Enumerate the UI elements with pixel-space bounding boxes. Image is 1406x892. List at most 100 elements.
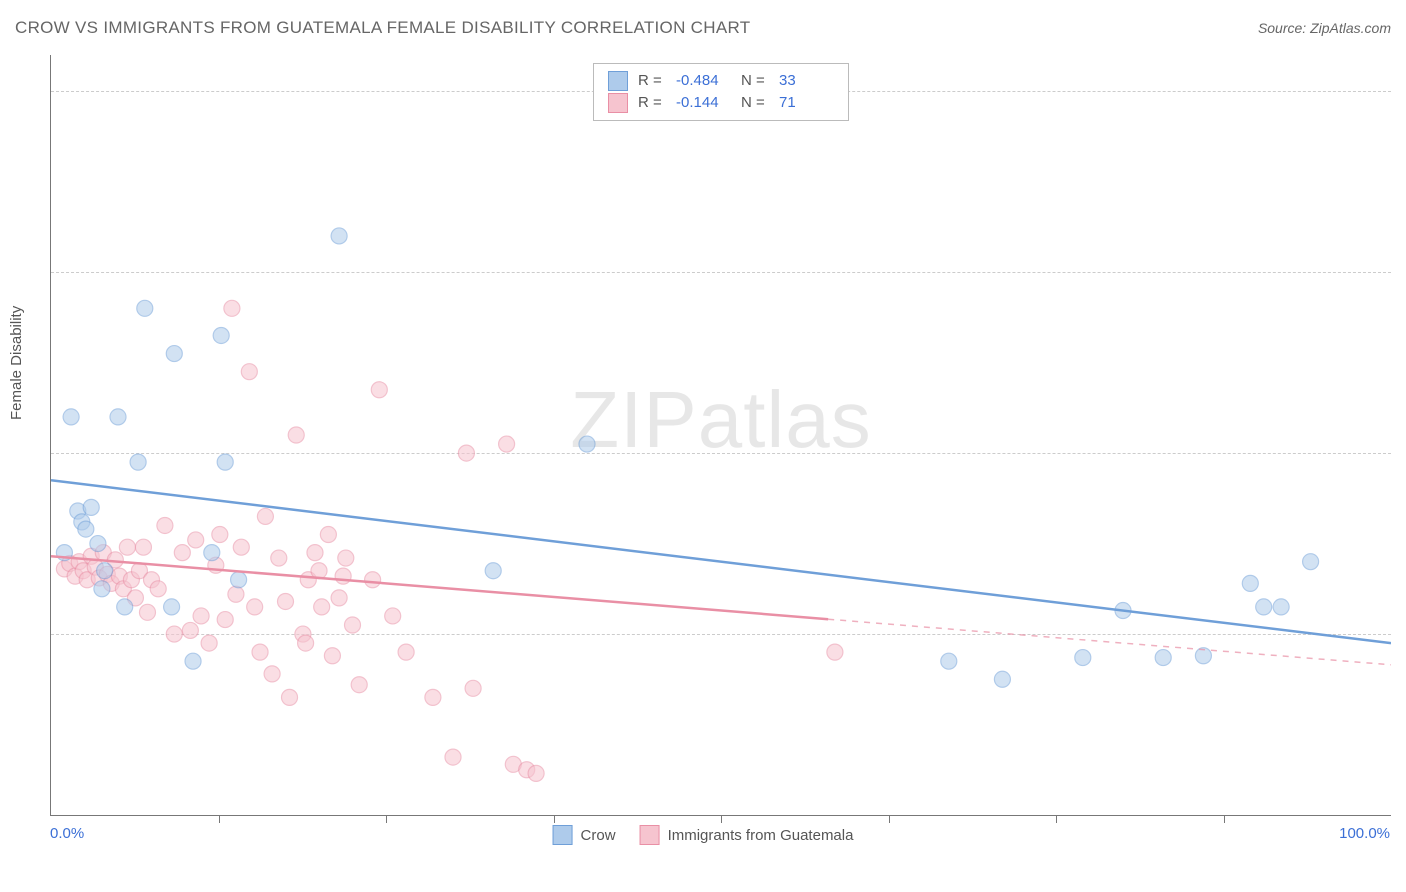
legend-series: Crow Immigrants from Guatemala [553, 825, 854, 845]
x-tick [386, 815, 387, 823]
data-point [97, 563, 113, 579]
legend-n-value: 33 [779, 70, 834, 92]
data-point [213, 327, 229, 343]
data-point [398, 644, 414, 660]
data-point [298, 635, 314, 651]
legend-series-label: Immigrants from Guatemala [668, 827, 854, 844]
data-point [185, 653, 201, 669]
data-point [827, 644, 843, 660]
data-point [137, 300, 153, 316]
data-point [63, 409, 79, 425]
x-axis-max-label: 100.0% [1339, 825, 1390, 842]
data-point [385, 608, 401, 624]
data-point [994, 671, 1010, 687]
data-point [182, 622, 198, 638]
data-point [135, 539, 151, 555]
data-point [204, 545, 220, 561]
source-label: Source: ZipAtlas.com [1258, 20, 1391, 36]
data-point [228, 586, 244, 602]
scatter-svg [51, 55, 1391, 815]
data-point [271, 550, 287, 566]
data-point [331, 228, 347, 244]
data-point [201, 635, 217, 651]
data-point [307, 545, 323, 561]
legend-swatch [640, 825, 660, 845]
data-point [278, 593, 294, 609]
data-point [324, 648, 340, 664]
data-point [212, 527, 228, 543]
data-point [579, 436, 595, 452]
data-point [351, 677, 367, 693]
legend-r-value: -0.144 [676, 92, 731, 114]
data-point [174, 545, 190, 561]
data-point [465, 680, 481, 696]
x-tick [721, 815, 722, 823]
data-point [193, 608, 209, 624]
data-point [217, 454, 233, 470]
data-point [1242, 575, 1258, 591]
x-tick [554, 815, 555, 823]
legend-correlation: R = -0.484 N = 33 R = -0.144 N = 71 [593, 63, 849, 121]
data-point [257, 508, 273, 524]
chart-title: CROW VS IMMIGRANTS FROM GUATEMALA FEMALE… [15, 18, 750, 38]
data-point [130, 454, 146, 470]
data-point [157, 517, 173, 533]
legend-row: R = -0.144 N = 71 [608, 92, 834, 114]
legend-r-value: -0.484 [676, 70, 731, 92]
data-point [231, 572, 247, 588]
data-point [139, 604, 155, 620]
data-point [345, 617, 361, 633]
y-axis-label: Female Disability [8, 306, 25, 420]
data-point [224, 300, 240, 316]
data-point [1273, 599, 1289, 615]
data-point [150, 581, 166, 597]
legend-swatch [608, 93, 628, 113]
data-point [264, 666, 280, 682]
legend-r-label: R = [638, 92, 666, 114]
data-point [166, 626, 182, 642]
data-point [445, 749, 461, 765]
data-point [90, 536, 106, 552]
legend-series-item: Crow [553, 825, 616, 845]
data-point [320, 527, 336, 543]
data-point [338, 550, 354, 566]
data-point [288, 427, 304, 443]
data-point [1303, 554, 1319, 570]
data-point [83, 499, 99, 515]
regression-line-extrapolated [828, 619, 1391, 665]
legend-series-item: Immigrants from Guatemala [640, 825, 854, 845]
data-point [241, 364, 257, 380]
data-point [247, 599, 263, 615]
data-point [252, 644, 268, 660]
data-point [164, 599, 180, 615]
data-point [425, 689, 441, 705]
legend-n-value: 71 [779, 92, 834, 114]
data-point [166, 346, 182, 362]
legend-swatch [608, 71, 628, 91]
legend-n-label: N = [741, 70, 769, 92]
x-tick [889, 815, 890, 823]
plot-area: ZIPatlas R = -0.484 N = 33 R = -0.144 N … [50, 55, 1391, 816]
data-point [117, 599, 133, 615]
data-point [331, 590, 347, 606]
regression-line [51, 480, 1391, 643]
legend-series-label: Crow [581, 827, 616, 844]
x-tick [1056, 815, 1057, 823]
data-point [217, 612, 233, 628]
data-point [371, 382, 387, 398]
data-point [528, 765, 544, 781]
data-point [94, 581, 110, 597]
data-point [110, 409, 126, 425]
data-point [119, 539, 135, 555]
data-point [335, 568, 351, 584]
data-point [941, 653, 957, 669]
data-point [78, 521, 94, 537]
data-point [499, 436, 515, 452]
data-point [365, 572, 381, 588]
legend-row: R = -0.484 N = 33 [608, 70, 834, 92]
legend-r-label: R = [638, 70, 666, 92]
data-point [233, 539, 249, 555]
data-point [485, 563, 501, 579]
x-tick [1224, 815, 1225, 823]
data-point [1155, 650, 1171, 666]
